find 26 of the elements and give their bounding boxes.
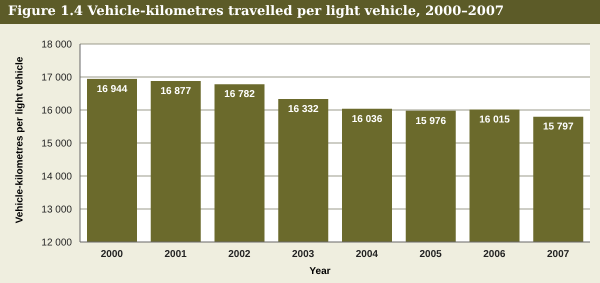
data-label: 16 332 (288, 104, 319, 116)
y-axis-title: Vehicle-kilometres per light vehicle (14, 56, 26, 224)
x-tick-label: 2006 (483, 249, 506, 260)
y-tick-label: 18 000 (41, 40, 72, 51)
data-label: 16 944 (96, 84, 128, 95)
data-label: 16 036 (352, 114, 383, 125)
y-tick-label: 13 000 (41, 204, 72, 216)
data-label: 16 782 (224, 89, 256, 100)
x-tick-label: 2000 (100, 249, 124, 260)
y-tick-label: 16 000 (41, 106, 72, 117)
data-label: 15 976 (415, 116, 446, 127)
x-tick-label: 2007 (547, 249, 570, 260)
x-tick-label: 2005 (420, 249, 442, 260)
y-tick-label: 15 000 (41, 138, 72, 150)
data-label: 16 015 (479, 114, 510, 126)
x-tick-label: 2002 (228, 249, 251, 260)
chart-title: Figure 1.4 Vehicle-kilometres travelled per light vehicle, 2000–2007 (0, 0, 600, 24)
y-tick-label: 14 000 (41, 172, 72, 183)
x-tick-label: 2001 (164, 249, 188, 260)
x-axis-title: Year (308, 266, 332, 277)
x-tick-label: 2003 (292, 249, 315, 260)
data-label: 16 877 (160, 86, 192, 98)
data-label: 15 797 (542, 122, 574, 133)
x-tick-label: 2004 (356, 249, 378, 260)
y-tick-label: 17 000 (41, 72, 72, 84)
y-tick-label: 12 000 (41, 238, 72, 249)
